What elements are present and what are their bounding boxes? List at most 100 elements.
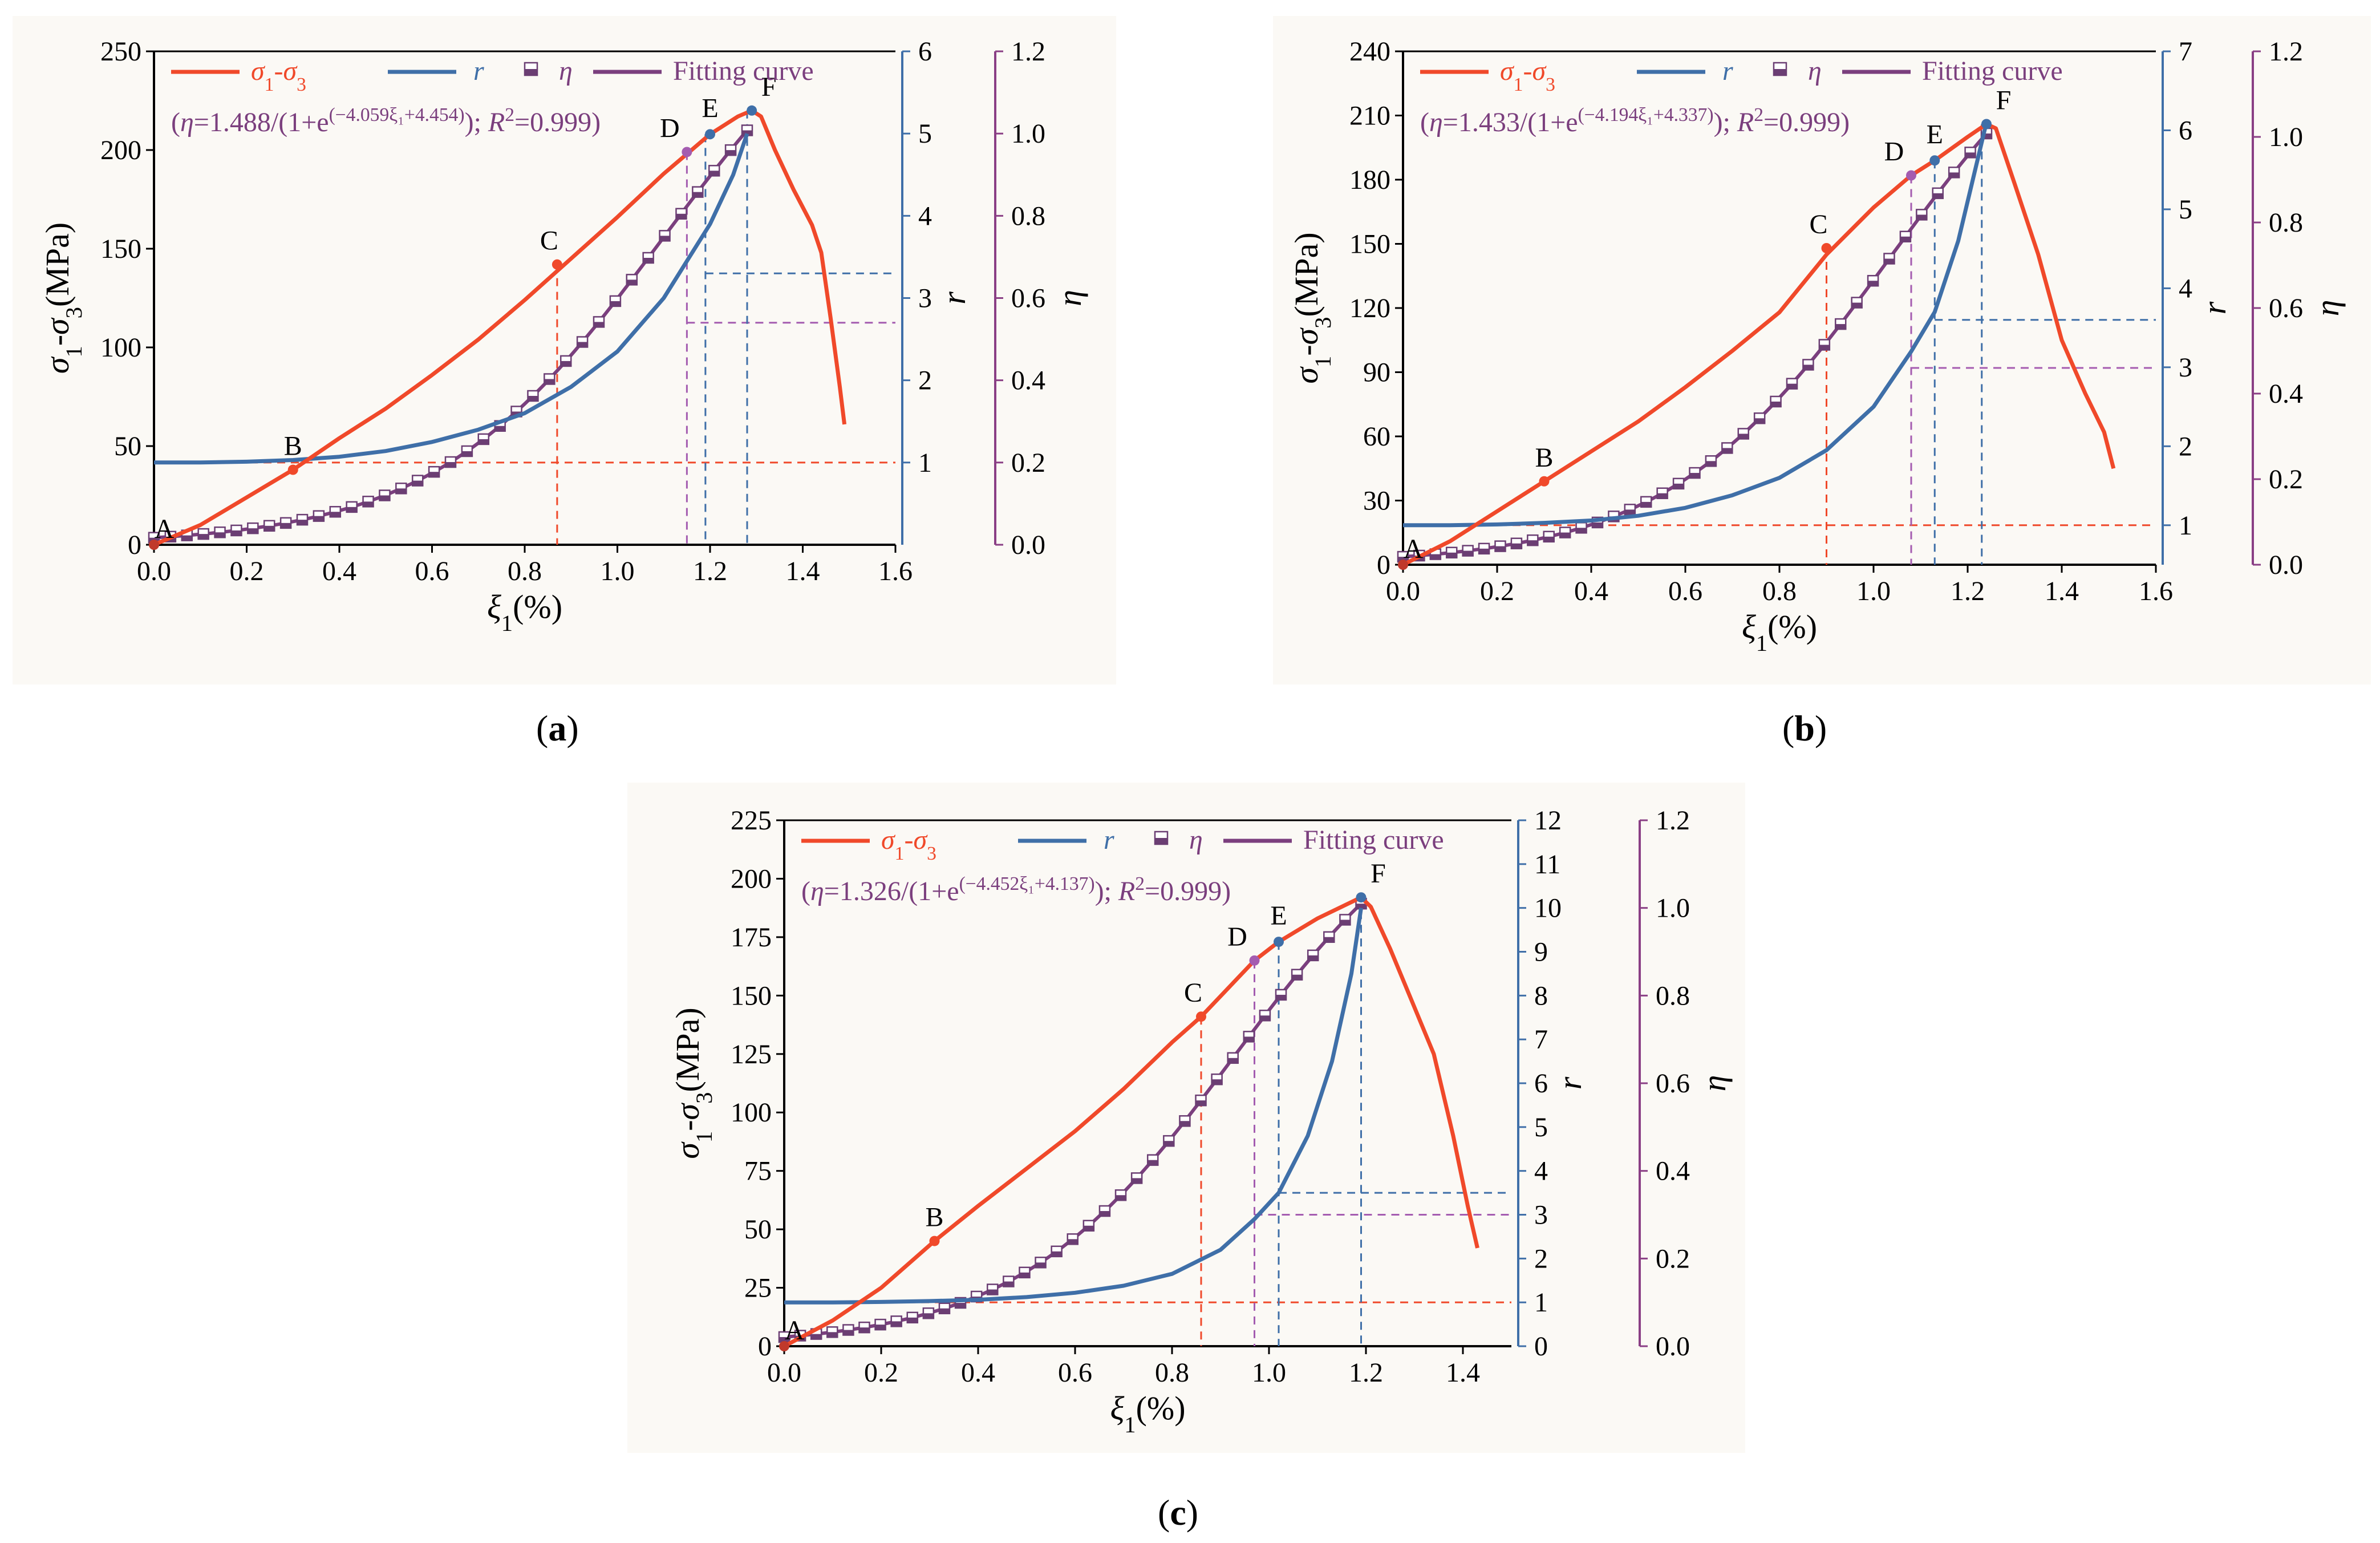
panel-b-eta-marker: [1835, 318, 1847, 330]
panel-c-eta-marker-fill: [827, 1332, 838, 1338]
panel-b-legend-stress-label: σ1-σ3: [1500, 56, 1555, 95]
panel-b-y-axis-label: σ1-σ3(MPa): [1288, 232, 1336, 383]
panel-b-eta-marker: [1916, 209, 1928, 221]
panel-b-x-tick-label: 0.8: [1762, 576, 1797, 606]
panel-c-point-a: [779, 1341, 789, 1351]
panel-a-eta-marker: [576, 336, 589, 348]
panel-a-x-tick-label: 1.0: [601, 556, 635, 586]
panel-a-legend-eta-swatch-fill: [525, 69, 537, 75]
panel-a-eta-marker-fill: [742, 130, 752, 136]
panel-a-point-a: [149, 540, 159, 550]
panel-a-r-curve: [154, 133, 749, 465]
panel-b-eta-marker-fill: [1624, 509, 1635, 515]
panel-a-eta-marker: [329, 506, 342, 518]
panel-a-point-label-a: A: [155, 514, 175, 544]
panel-c-eta-marker-fill: [811, 1334, 822, 1339]
panel-c-r-tick-label: 11: [1534, 849, 1560, 880]
panel-a-eta-marker: [428, 465, 440, 478]
panel-b-eta-marker-fill: [1738, 434, 1749, 439]
panel-a-legend-r-label: r: [473, 56, 484, 86]
panel-a-x-tick-label: 0.0: [137, 556, 171, 586]
panel-a-point-label-c: C: [540, 226, 558, 256]
panel-a-eta-marker-fill: [577, 342, 588, 347]
panel-c-eta-marker-fill: [1243, 1036, 1254, 1042]
panel-a-eta-marker-fill: [461, 451, 472, 456]
panel-c-x-tick-label: 0.0: [767, 1358, 801, 1388]
panel-c-eta-marker-fill: [875, 1325, 886, 1330]
panel-a-eta-marker: [708, 165, 720, 177]
panel-b-chart: 0.0 0.2 0.4 0.6 0.8 1.0 1.2 1.4 1.60306090120150…: [1288, 37, 2346, 656]
panel-b-eta-tick-label: 0.2: [2269, 464, 2303, 495]
panel-b-eta-marker: [1543, 530, 1555, 543]
panel-c-eta-marker-fill: [1324, 937, 1335, 942]
panel-b-eta-tick-label: 1.0: [2269, 122, 2303, 152]
panel-c-point-label-d: D: [1227, 922, 1247, 952]
panel-c-point-label-c: C: [1184, 978, 1202, 1008]
panel-b-point-label-b: B: [1535, 443, 1553, 473]
panel-b-eta-marker-fill: [1673, 483, 1684, 489]
panel-b-eta-marker-fill: [1916, 214, 1927, 220]
panel-b-legend-fit-label: Fitting curve: [1922, 56, 2063, 86]
panel-b-eta-marker: [1689, 467, 1701, 479]
panel-a-r-axis-label: r: [935, 291, 972, 305]
panel-a-eta-marker: [395, 483, 407, 495]
panel-c-r-tick-label: 7: [1534, 1024, 1548, 1055]
panel-a-x-tick-label: 1.4: [786, 556, 820, 586]
panel-c-eta-marker-fill: [1308, 955, 1319, 961]
panel-a-eta-marker-fill: [231, 530, 242, 536]
panel-c-eta-tick-label: 1.0: [1656, 893, 1690, 924]
panel-c-eta-marker-fill: [955, 1303, 966, 1309]
panel-a-eta-marker-fill: [412, 480, 423, 486]
panel-c-eta-marker-fill: [1099, 1211, 1110, 1217]
panel-c-x-tick-label: 1.0: [1252, 1358, 1286, 1388]
panel-a-eta-marker-fill: [709, 171, 720, 176]
panel-b-r-curve: [1403, 122, 1989, 528]
panel-a-eta-marker: [313, 510, 325, 522]
panel-a-r-tick-label: 1: [918, 448, 932, 478]
panel-b-r-tick-label: 4: [2179, 273, 2192, 303]
panel-a-x-tick-label: 0.6: [415, 556, 449, 586]
panel-a-chart: 0.0 0.2 0.4 0.6 0.8 1.0 1.2 1.4 1.6 0 50 100 150 200 2…: [39, 37, 1088, 636]
panel-b-y-tick-label: 120: [1349, 293, 1390, 323]
caption-c-label: c: [1170, 1492, 1186, 1533]
panel-c-eta-axis-label: η: [1696, 1075, 1733, 1092]
panel-c-y-tick-label: 225: [731, 805, 772, 836]
panel-c-x-tick-label: 1.4: [1446, 1358, 1480, 1388]
panel-b-eta-marker: [1753, 412, 1766, 424]
panel-c-point-c: [1196, 1011, 1206, 1022]
panel-a-eta-marker: [230, 524, 242, 537]
panel-a-background: [13, 16, 1116, 685]
panel-c-point-d: [1249, 955, 1260, 966]
panel-c-point-b: [929, 1236, 940, 1246]
panel-c-eta-marker-fill: [1292, 974, 1303, 980]
panel-a-point-label-b: B: [284, 431, 302, 461]
panel-b-legend-r-label: r: [1722, 56, 1733, 86]
panel-a-eta-marker-fill: [626, 280, 637, 285]
panel-b-eta-tick-label: 0.8: [2269, 208, 2303, 238]
panel-c-eta-marker-fill: [1211, 1079, 1222, 1085]
panel-b-y-tick-label: 0: [1377, 550, 1390, 580]
panel-b-eta-axis-label: η: [2309, 300, 2346, 317]
panel-b-legend-eta-swatch-fill: [1774, 69, 1786, 75]
panel-a-eta-marker-fill: [544, 379, 555, 384]
panel-b-eta-marker-fill: [1398, 557, 1408, 562]
panel-b-x-tick-label: 1.0: [1856, 576, 1891, 606]
panel-b-eta-marker: [1559, 527, 1571, 538]
panel-a-eta-marker-fill: [297, 520, 307, 525]
panel-a-eta-tick-label: 0.4: [1011, 366, 1045, 396]
panel-c-fitting-curve: [784, 902, 1363, 1339]
panel-b-eta-marker: [1705, 455, 1717, 467]
panel-b-y-tick-label: 150: [1349, 229, 1390, 260]
panel-c-eta-marker-fill: [1179, 1121, 1190, 1127]
panel-b-eta-marker-fill: [1981, 133, 1992, 139]
panel-b-x-tick-label: 1.4: [2045, 576, 2079, 606]
panel-c-r-tick-label: 5: [1534, 1112, 1548, 1143]
panel-a-eta-marker: [593, 316, 605, 328]
panel-b-eta-marker-fill: [1560, 532, 1571, 538]
panel-b-eta-marker-fill: [1754, 418, 1765, 424]
panel-a-r-tick-label: 4: [918, 201, 932, 231]
panel-c-x-tick-label: 1.2: [1349, 1358, 1383, 1388]
panel-a-eta-marker: [379, 489, 391, 501]
panel-c-y-tick-label: 150: [731, 981, 772, 1011]
panel-c-eta-marker: [826, 1326, 838, 1338]
